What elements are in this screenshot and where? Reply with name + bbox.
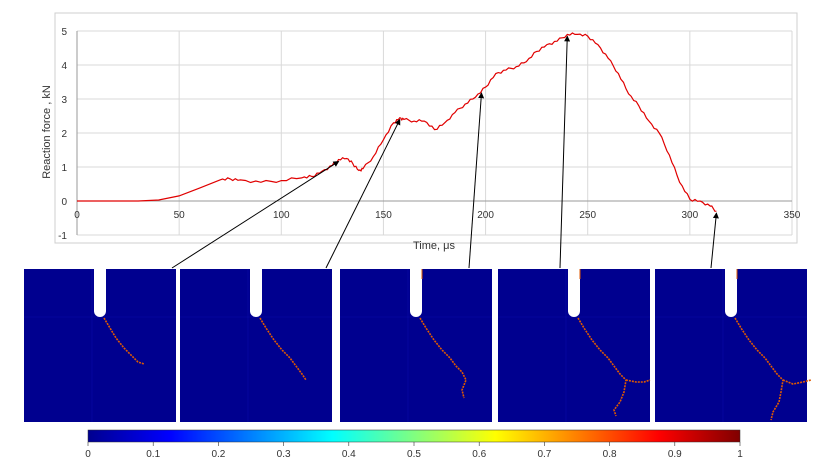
notch — [568, 269, 580, 317]
colorbar-tick-label: 0.6 — [472, 449, 486, 460]
x-tick-label: 50 — [174, 210, 186, 221]
y-tick-label: 0 — [61, 197, 67, 208]
annotation-arrow — [171, 160, 340, 269]
contour-panel — [24, 269, 176, 422]
annotation-arrow — [559, 35, 571, 269]
crack-path — [577, 317, 651, 417]
crack-path — [419, 317, 467, 399]
colorbar-tick-label: 0 — [85, 449, 91, 460]
colorbar-tick-label: 0.4 — [342, 449, 356, 460]
annotation-arrow — [468, 92, 485, 269]
colorbar-tick-label: 0.3 — [277, 449, 291, 460]
notch — [410, 269, 422, 317]
colorbar-tick-label: 1 — [737, 449, 743, 460]
y-tick-label: 5 — [61, 27, 67, 38]
colorbar-tick-label: 0.9 — [668, 449, 682, 460]
y-tick-label: 4 — [61, 61, 67, 72]
series-line — [77, 32, 717, 212]
grid — [76, 30, 793, 236]
y-axis-label: Reaction force , kN — [41, 85, 53, 179]
colorbar-tick-label: 0.8 — [603, 449, 617, 460]
contour-panel — [498, 269, 651, 422]
contour-panel — [180, 269, 332, 422]
colorbar-tick-label: 0.2 — [211, 449, 225, 460]
colorbar-tick-label: 0.1 — [146, 449, 160, 460]
colorbar-tick-label: 0.7 — [537, 449, 551, 460]
x-tick-label: 300 — [682, 210, 699, 221]
x-tick-label: 250 — [579, 210, 596, 221]
x-tick-label: 100 — [273, 210, 290, 221]
colorbar-tick-labels: 0 0.1 0.2 0.3 0.4 0.5 0.6 0.7 0.8 0.9 1 — [85, 442, 743, 460]
x-tick-labels: 0 50 100 150 200 250 300 350 — [74, 210, 801, 221]
annotation-arrow — [325, 118, 401, 269]
chart-frame — [54, 12, 798, 244]
y-tick-label: 2 — [61, 129, 67, 140]
contour-panel — [340, 269, 492, 422]
notch — [94, 269, 106, 317]
y-tick-label: -1 — [58, 231, 67, 242]
crack-path — [103, 317, 145, 365]
x-tick-label: 0 — [74, 210, 80, 221]
notch — [250, 269, 262, 317]
annotation-arrows — [171, 35, 719, 269]
y-tick-label: 3 — [61, 95, 67, 106]
contour-panels — [24, 269, 812, 422]
crack-path — [734, 317, 812, 421]
annotation-arrow — [710, 212, 719, 269]
colorbar — [87, 429, 741, 443]
x-tick-label: 200 — [477, 210, 494, 221]
y-tick-labels: -1 0 1 2 3 4 5 — [58, 27, 67, 242]
notch — [725, 269, 737, 317]
x-tick-label: 150 — [375, 210, 392, 221]
contour-panel — [655, 269, 812, 422]
y-tick-label: 1 — [61, 163, 67, 174]
x-tick-label: 350 — [784, 210, 801, 221]
colorbar-tick-label: 0.5 — [407, 449, 421, 460]
x-axis-label: Time, μs — [413, 240, 455, 252]
